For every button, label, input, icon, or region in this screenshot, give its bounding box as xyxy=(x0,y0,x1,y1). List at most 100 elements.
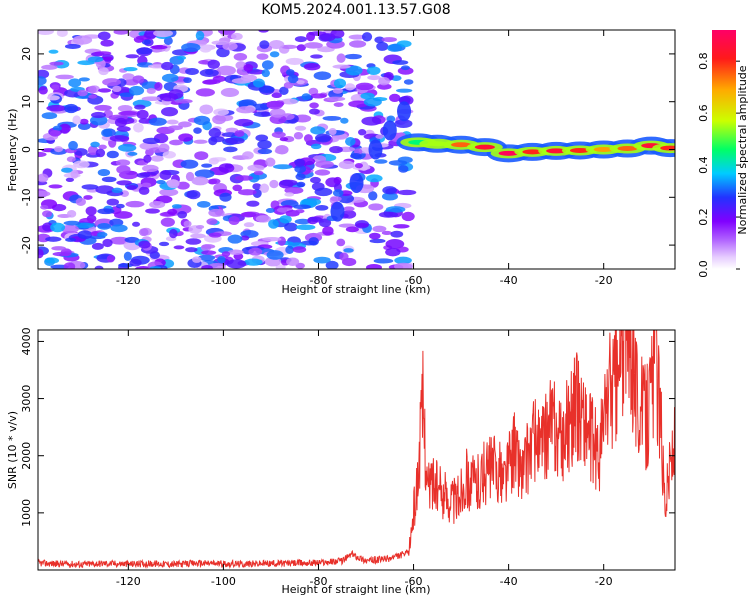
heatmap-cell xyxy=(167,208,178,216)
heatmap-cell xyxy=(149,266,162,269)
heatmap-cell xyxy=(201,250,217,256)
heatmap-cell xyxy=(381,37,397,43)
heatmap-cell xyxy=(94,51,112,56)
heatmap-cell xyxy=(284,222,298,232)
heatmap-cell xyxy=(373,258,394,264)
heatmap-cell xyxy=(340,117,349,124)
heatmap-cell xyxy=(223,146,238,153)
heatmap-cell xyxy=(358,129,367,136)
heatmap-cell xyxy=(83,195,93,200)
heatmap-cell xyxy=(91,242,104,250)
heatmap-cell xyxy=(378,76,390,86)
heatmap-cell xyxy=(156,180,166,185)
heatmap-cell xyxy=(73,148,88,156)
heatmap-cell xyxy=(343,248,354,253)
heatmap-cell xyxy=(273,164,293,170)
heatmap-cell xyxy=(365,174,383,183)
heatmap-cell xyxy=(125,54,140,59)
heatmap-cell xyxy=(268,40,285,50)
heatmap-cell xyxy=(333,102,344,107)
heatmap-cell xyxy=(118,143,137,152)
heatmap-cell xyxy=(326,96,346,102)
heatmap-cell xyxy=(394,119,413,129)
heatmap-cell xyxy=(363,97,382,107)
heatmap-cell xyxy=(136,109,149,120)
heatmap-cell xyxy=(98,67,109,76)
heatmap-cell xyxy=(220,87,240,97)
heatmap-cell xyxy=(381,230,393,235)
heatmap-cell xyxy=(243,64,254,72)
heatmap-cell xyxy=(252,183,262,190)
heatmap-cell xyxy=(51,84,60,91)
heatmap-cell xyxy=(115,159,131,166)
heatmap-cell xyxy=(183,77,192,84)
heatmap-cell xyxy=(106,198,119,206)
heatmap-cell xyxy=(338,160,355,170)
heatmap-cell xyxy=(206,218,218,225)
heatmap-cell xyxy=(209,178,221,185)
heatmap-cell xyxy=(314,133,332,143)
heatmap-cell xyxy=(284,186,304,195)
top-xtick-label: -60 xyxy=(405,274,423,287)
heatmap-cell xyxy=(77,230,93,240)
heatmap-cell xyxy=(244,258,263,266)
heatmap-cell xyxy=(96,231,108,238)
heatmap-cell xyxy=(41,64,58,70)
heatmap-cell xyxy=(355,222,369,228)
heatmap-cell xyxy=(266,100,284,110)
heatmap-cell xyxy=(100,39,114,47)
heatmap-cell xyxy=(94,265,104,269)
heatmap-cell xyxy=(285,245,294,255)
heatmap-cell xyxy=(375,134,384,139)
heatmap-cell xyxy=(522,149,543,155)
heatmap-cell xyxy=(201,265,213,269)
heatmap-cell xyxy=(195,88,215,97)
heatmap-cell xyxy=(225,127,239,134)
heatmap-cell xyxy=(269,51,280,58)
snr-frame xyxy=(37,329,676,571)
heatmap-cell xyxy=(113,30,129,35)
heatmap-cell xyxy=(296,80,305,85)
heatmap-cell xyxy=(212,114,226,125)
heatmap-cell xyxy=(127,151,138,156)
heatmap-cell xyxy=(285,69,295,76)
heatmap-cell xyxy=(279,179,298,187)
colorbar-tick-label: 0.2 xyxy=(697,208,710,226)
heatmap-cell xyxy=(169,228,178,239)
heatmap-cell xyxy=(199,44,212,53)
heatmap-cell xyxy=(381,192,398,201)
heatmap-cell xyxy=(265,208,275,214)
heatmap-cell xyxy=(310,143,322,150)
heatmap-cell xyxy=(248,247,263,256)
heatmap-cell xyxy=(303,63,321,71)
heatmap-cell xyxy=(345,136,356,146)
heatmap-cell xyxy=(397,101,412,122)
heatmap-cell xyxy=(87,145,99,156)
heatmap-cell xyxy=(58,123,71,134)
heatmap-cell xyxy=(617,146,638,152)
top-xtick-label: -20 xyxy=(595,274,613,287)
heatmap-cell xyxy=(199,104,214,115)
heatmap-cell xyxy=(210,136,225,143)
heatmap-cell xyxy=(283,81,294,89)
heatmap-cell xyxy=(195,30,205,41)
heatmap-cell xyxy=(65,237,77,242)
heatmap-cell xyxy=(253,170,264,176)
heatmap-cell xyxy=(97,168,111,177)
heatmap-cell xyxy=(45,236,62,242)
heatmap-cell xyxy=(593,147,614,152)
heatmap-cell xyxy=(295,173,306,181)
heatmap-cell xyxy=(269,179,279,189)
heatmap-cell xyxy=(397,189,417,196)
heatmap-cell xyxy=(339,252,349,261)
heatmap-cell xyxy=(252,78,265,88)
heatmap-cell xyxy=(116,126,131,132)
heatmap-cell xyxy=(136,47,153,55)
heatmap-cell xyxy=(79,118,89,125)
heatmap-cell xyxy=(114,117,128,128)
heatmap-cell xyxy=(350,153,362,159)
heatmap-cell xyxy=(111,187,123,194)
heatmap-cell xyxy=(213,108,229,116)
heatmap-cell xyxy=(138,186,150,195)
